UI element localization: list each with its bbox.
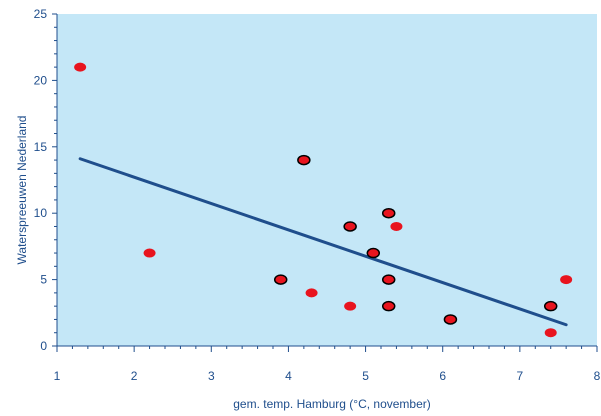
x-tick-label: 1 [54,369,61,383]
data-point [344,301,357,311]
y-tick-label: 25 [34,7,48,21]
points-group [74,62,573,338]
data-point-outlined [381,274,396,285]
x-tick-label: 7 [517,369,524,383]
plot-area [57,14,597,346]
trendline [78,157,568,327]
data-point [560,275,573,285]
y-axis-title: Waterspreeuwen Nederland [15,116,29,265]
y-tick-label: 20 [34,73,48,87]
x-tick-label: 8 [594,369,601,383]
data-point-outlined [366,247,381,259]
data-point [390,221,403,231]
y-tick-label: 15 [34,140,48,154]
data-point [74,62,87,72]
x-axis-title: gem. temp. Hamburg (°C, november) [233,397,431,411]
y-tick-label: 0 [40,339,47,353]
data-point-outlined [343,221,357,232]
y-tick-label: 10 [34,206,48,220]
trendline-group [78,157,568,327]
x-tick-label: 4 [285,369,292,383]
x-tick-label: 5 [362,369,369,383]
x-tick-label: 3 [208,369,215,383]
axes [56,14,597,347]
data-point [544,328,557,338]
data-point-outlined [381,300,396,312]
data-point-outlined [297,154,311,166]
data-point-outlined [273,274,288,285]
data-point-outlined [543,300,558,312]
data-point [143,248,156,258]
data-point-outlined [381,207,396,219]
ticks: 0 5 10 15 20 25 1 2 3 4 5 6 7 8 [34,7,601,383]
x-tick-label: 6 [439,369,446,383]
data-point-outlined [443,314,458,325]
data-point [305,288,318,298]
x-tick-label: 2 [131,369,138,383]
y-tick-label: 5 [40,273,47,287]
